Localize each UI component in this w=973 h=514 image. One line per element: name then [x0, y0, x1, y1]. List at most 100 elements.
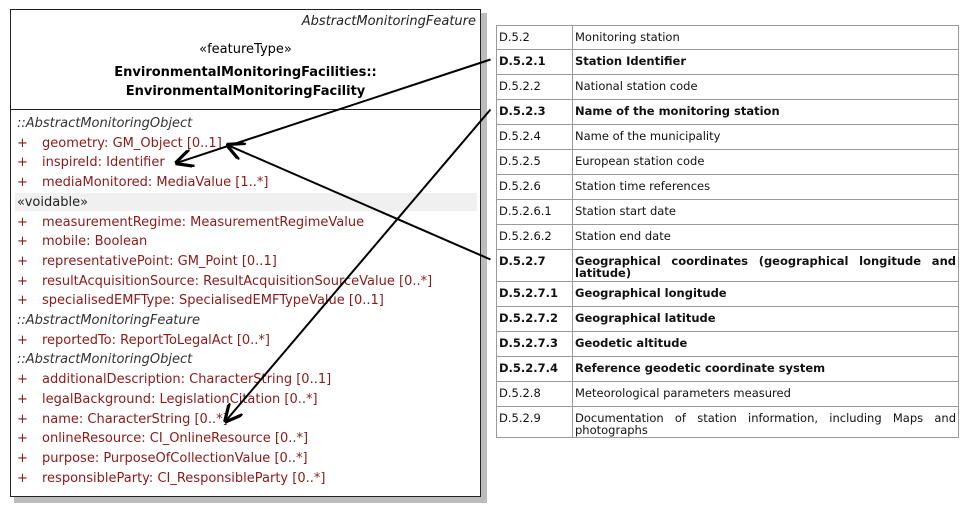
table-cell-code: D.5.2.7 [496, 249, 573, 282]
table-row: D.5.2.6.2 Station end date [496, 224, 959, 250]
table-cell-label: Geographical latitude [572, 306, 959, 332]
attribute-row: + reportedTo: ReportToLegalAct [0..*] [17, 332, 270, 350]
table-cell-label: Station Identifier [572, 49, 959, 75]
class-name-class: EnvironmentalMonitoringFacility [125, 84, 366, 99]
attribute-row: + representativePoint: GM_Point [0..1] [17, 253, 277, 271]
visibility-marker: + [17, 332, 28, 348]
visibility-marker: + [17, 175, 28, 191]
attribute-text: mobile: Boolean [42, 234, 148, 250]
visibility-marker: + [17, 431, 28, 447]
attribute-text: name: CharacterString [0..*] [42, 411, 228, 427]
table-cell-code: D.5.2.1 [496, 49, 573, 75]
attribute-row: + responsibleParty: CI_ResponsibleParty [… [17, 470, 325, 488]
table-cell-code: D.5.2.5 [496, 149, 573, 175]
table-cell-label: Station time references [572, 174, 959, 200]
attribute-row: + specialisedEMFType: SpecialisedEMFTypeV… [17, 292, 384, 310]
table-row: D.5.2.7.1 Geographical longitude [496, 281, 959, 307]
inherited-group-label: ::AbstractMonitoringObject [17, 352, 193, 368]
table-row: D.5.2.4 Name of the municipality [496, 124, 959, 150]
class-name-package: EnvironmentalMonitoringFacilities:: [114, 65, 377, 80]
table-cell-code: D.5.2.2 [496, 74, 573, 100]
table-row: D.5.2.6.1 Station start date [496, 199, 959, 225]
attribute-text: geometry: GM_Object [0..1] [42, 135, 222, 151]
table-row: D.5.2.7.4 Reference geodetic coordinate s… [496, 356, 959, 382]
attribute-row: + inspireId: Identifier [17, 154, 165, 172]
visibility-marker: + [17, 155, 28, 171]
table-cell-label: Station start date [572, 199, 959, 225]
attribute-row: + name: CharacterString [0..*] [17, 411, 228, 429]
table-row: D.5.2.7.2 Geographical latitude [496, 306, 959, 332]
attribute-text: representativePoint: GM_Point [0..1] [42, 253, 277, 269]
attribute-row: + onlineResource: CI_OnlineResource [0..*… [17, 430, 308, 448]
visibility-marker: + [17, 411, 28, 427]
table-row: D.5.2.6 Station time references [496, 174, 959, 200]
attribute-row: + mobile: Boolean [17, 233, 147, 251]
visibility-marker: + [17, 391, 28, 407]
attribute-text: specialisedEMFType: SpecialisedEMFTypeVa… [42, 293, 384, 309]
table-cell-label: Name of the municipality [572, 124, 959, 150]
table-cell-code: D.5.2.7.3 [496, 331, 573, 357]
visibility-marker: + [17, 450, 28, 466]
table-row: D.5.2.1 Station Identifier [496, 49, 959, 75]
visibility-marker: + [17, 293, 28, 309]
table-row: D.5.2.7.3 Geodetic altitude [496, 331, 959, 357]
inherited-group-label: ::AbstractMonitoringFeature [17, 313, 200, 328]
attribute-row: + measurementRegime: MeasurementRegimeVal… [17, 214, 364, 232]
table-cell-code: D.5.2 [496, 25, 573, 50]
table-cell-label: Meteorological parameters measured [572, 381, 959, 407]
table-cell-label: Name of the monitoring station [572, 99, 959, 125]
table-cell-label: Documentation of station information, in… [572, 406, 959, 438]
table-cell-label: Geodetic altitude [572, 331, 959, 357]
table-cell-code: D.5.2.9 [496, 406, 573, 438]
attribute-text: additionalDescription: CharacterString [… [42, 372, 332, 388]
attribute-text: measurementRegime: MeasurementRegimeValu… [42, 214, 365, 230]
table-row: D.5.2.3 Name of the monitoring station [496, 99, 959, 125]
visibility-marker: + [17, 253, 28, 269]
attribute-row: + purpose: PurposeOfCollectionValue [0..*… [17, 450, 308, 468]
supertype-name: AbstractMonitoringFeature [301, 14, 476, 29]
uml-class-box: AbstractMonitoringFeature «featureType» … [10, 9, 481, 497]
table-cell-label: Reference geodetic coordinate system [572, 356, 959, 382]
table-cell-label: European station code [572, 149, 959, 175]
attribute-row: + mediaMonitored: MediaValue [1..*] [17, 174, 268, 192]
attribute-row: + resultAcquisitionSource: ResultAcquisit… [17, 273, 432, 291]
attribute-text: legalBackground: LegislationCitation [0.… [42, 391, 318, 407]
attribute-text: resultAcquisitionSource: ResultAcquisiti… [42, 273, 433, 289]
table-cell-code: D.5.2.7.1 [496, 281, 573, 307]
table-row: D.5.2.7 Geographical coordinates (geograp… [496, 249, 959, 282]
attribute-text: responsibleParty: CI_ResponsibleParty [0… [42, 470, 326, 486]
table-row: D.5.2.9 Documentation of station informat… [496, 406, 959, 438]
table-cell-label: Monitoring station [572, 25, 959, 50]
visibility-marker: + [17, 214, 28, 230]
table-row: D.5.2.8 Meteorological parameters measure… [496, 381, 959, 407]
visibility-marker: + [17, 273, 28, 289]
table-cell-code: D.5.2.7.4 [496, 356, 573, 382]
class-name: EnvironmentalMonitoringFacilities:: Envi… [11, 63, 480, 101]
table-row: D.5.2 Monitoring station [496, 25, 959, 50]
table-cell-code: D.5.2.6 [496, 174, 573, 200]
voidable-label: «voidable» [17, 194, 89, 210]
stereotype-label: «featureType» [199, 42, 292, 57]
table-row: D.5.2.2 National station code [496, 74, 959, 100]
attribute-text: purpose: PurposeOfCollectionValue [0..*] [42, 450, 308, 466]
table-cell-label: Station end date [572, 224, 959, 250]
class-header: AbstractMonitoringFeature «featureType» … [11, 10, 480, 110]
visibility-marker: + [17, 372, 28, 388]
table-cell-code: D.5.2.7.2 [496, 306, 573, 332]
table-cell-label: Geographical longitude [572, 281, 959, 307]
inherited-group-label: ::AbstractMonitoringObject [17, 116, 193, 131]
table-cell-code: D.5.2.4 [496, 124, 573, 150]
visibility-marker: + [17, 135, 28, 151]
table-row: D.5.2.5 European station code [496, 149, 959, 175]
attribute-text: inspireId: Identifier [42, 155, 165, 171]
attribute-row: + additionalDescription: CharacterString … [17, 371, 331, 389]
requirements-table: D.5.2 Monitoring station D.5.2.1 Station Id… [496, 25, 959, 438]
attribute-row: + legalBackground: LegislationCitation [0… [17, 391, 318, 409]
attribute-row: + geometry: GM_Object [0..1] [17, 135, 222, 153]
table-cell-code: D.5.2.6.2 [496, 224, 573, 250]
table-cell-code: D.5.2.6.1 [496, 199, 573, 225]
visibility-marker: + [17, 470, 28, 486]
table-cell-label: National station code [572, 74, 959, 100]
table-cell-label: Geographical coordinates (geographical l… [572, 249, 959, 282]
table-cell-code: D.5.2.8 [496, 381, 573, 407]
